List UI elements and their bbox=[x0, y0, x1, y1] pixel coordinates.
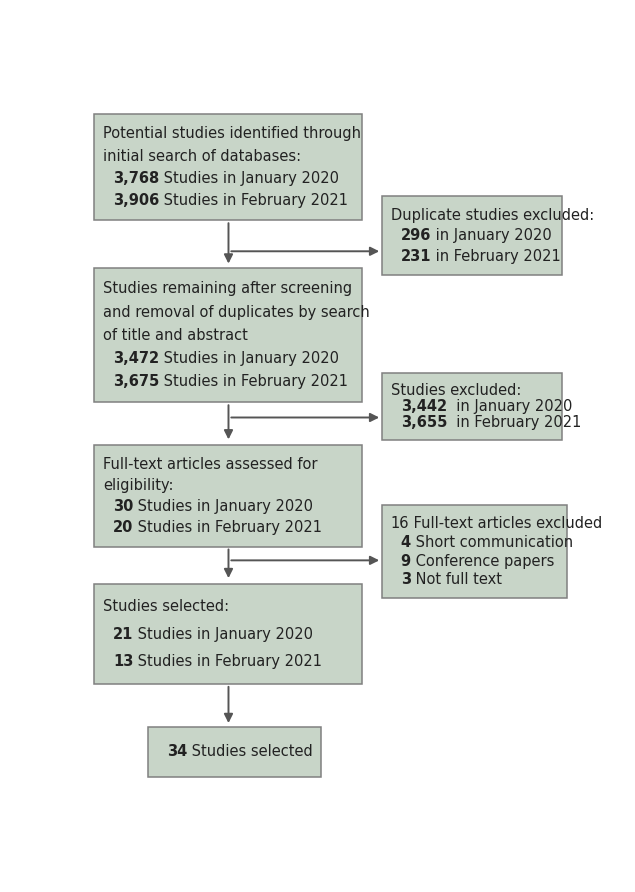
Text: Potential studies identified through: Potential studies identified through bbox=[103, 127, 361, 142]
Text: in January 2020: in January 2020 bbox=[431, 228, 552, 244]
Text: Full-text articles excluded: Full-text articles excluded bbox=[410, 516, 603, 532]
FancyBboxPatch shape bbox=[94, 584, 363, 684]
Text: 30: 30 bbox=[113, 499, 133, 514]
Text: initial search of databases:: initial search of databases: bbox=[103, 149, 301, 163]
FancyBboxPatch shape bbox=[382, 506, 566, 599]
Text: 4: 4 bbox=[401, 535, 411, 549]
Text: Not full text: Not full text bbox=[411, 573, 502, 587]
Text: in February 2021: in February 2021 bbox=[447, 416, 582, 431]
Text: 20: 20 bbox=[113, 520, 133, 534]
Text: 3,655: 3,655 bbox=[401, 416, 447, 431]
Text: 3,906: 3,906 bbox=[113, 193, 159, 208]
Text: eligibility:: eligibility: bbox=[103, 478, 173, 492]
Text: 296: 296 bbox=[401, 228, 431, 244]
Text: Studies in February 2021: Studies in February 2021 bbox=[133, 654, 322, 669]
Text: Studies in February 2021: Studies in February 2021 bbox=[159, 193, 348, 208]
Text: 9: 9 bbox=[401, 554, 411, 568]
Text: Studies in January 2020: Studies in January 2020 bbox=[159, 351, 339, 366]
Text: 3,472: 3,472 bbox=[113, 351, 159, 366]
Text: Studies in February 2021: Studies in February 2021 bbox=[159, 375, 348, 389]
FancyBboxPatch shape bbox=[382, 196, 562, 276]
Text: 21: 21 bbox=[113, 627, 133, 641]
Text: Studies in January 2020: Studies in January 2020 bbox=[159, 170, 339, 186]
Text: in January 2020: in January 2020 bbox=[447, 399, 572, 414]
Text: 231: 231 bbox=[401, 249, 431, 264]
FancyBboxPatch shape bbox=[149, 727, 321, 777]
Text: 3,768: 3,768 bbox=[113, 170, 159, 186]
Text: in February 2021: in February 2021 bbox=[431, 249, 561, 264]
Text: Studies in January 2020: Studies in January 2020 bbox=[133, 627, 313, 641]
Text: Studies in January 2020: Studies in January 2020 bbox=[133, 499, 313, 514]
Text: of title and abstract: of title and abstract bbox=[103, 328, 248, 343]
Text: 16: 16 bbox=[391, 516, 410, 532]
Text: Studies selected: Studies selected bbox=[187, 745, 313, 759]
FancyBboxPatch shape bbox=[94, 268, 363, 402]
Text: Studies excluded:: Studies excluded: bbox=[391, 383, 521, 398]
Text: Studies in February 2021: Studies in February 2021 bbox=[133, 520, 322, 534]
FancyBboxPatch shape bbox=[94, 445, 363, 547]
Text: 3,442: 3,442 bbox=[401, 399, 447, 414]
Text: Duplicate studies excluded:: Duplicate studies excluded: bbox=[391, 208, 594, 223]
Text: 3,675: 3,675 bbox=[113, 375, 159, 389]
Text: 34: 34 bbox=[167, 745, 187, 759]
FancyBboxPatch shape bbox=[94, 114, 363, 220]
Text: Conference papers: Conference papers bbox=[411, 554, 554, 568]
Text: 13: 13 bbox=[113, 654, 133, 669]
FancyBboxPatch shape bbox=[382, 373, 562, 440]
Text: and removal of duplicates by search: and removal of duplicates by search bbox=[103, 305, 370, 319]
Text: Short communication: Short communication bbox=[411, 535, 573, 549]
Text: 3: 3 bbox=[401, 573, 411, 587]
Text: Studies selected:: Studies selected: bbox=[103, 599, 229, 615]
Text: Studies remaining after screening: Studies remaining after screening bbox=[103, 282, 352, 296]
Text: Full-text articles assessed for: Full-text articles assessed for bbox=[103, 457, 318, 472]
